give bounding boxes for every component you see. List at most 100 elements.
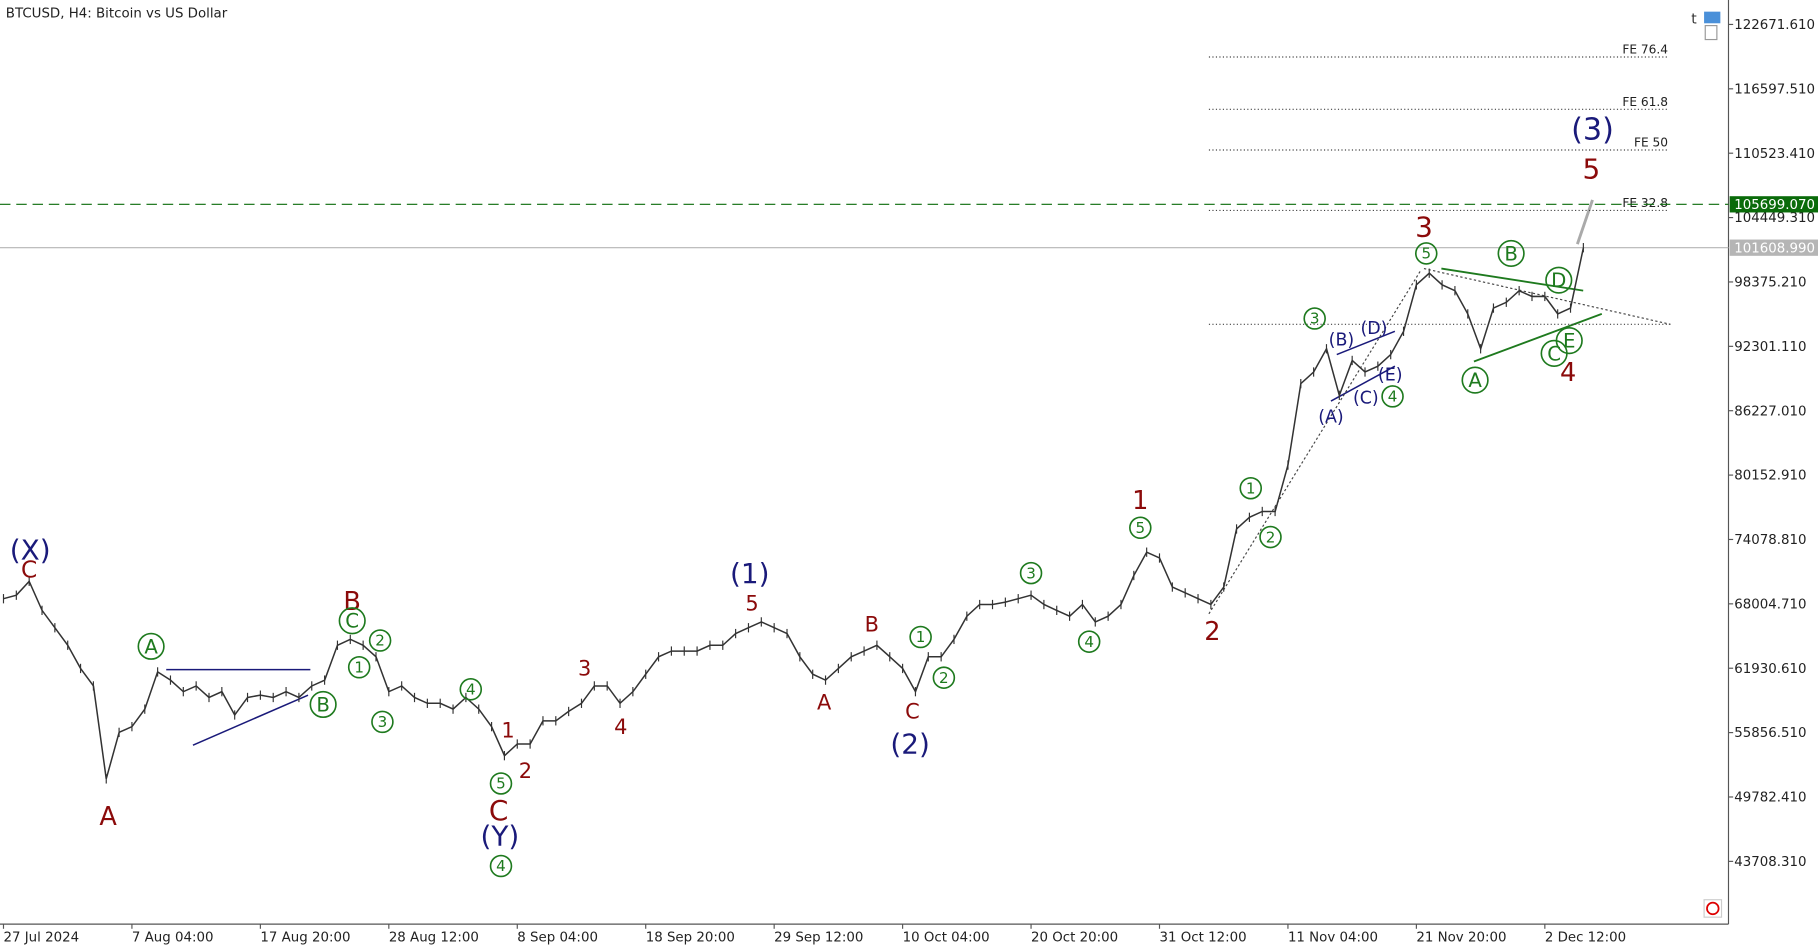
trend-line xyxy=(1208,270,1421,615)
wave-circle xyxy=(1239,476,1263,500)
wave-circle xyxy=(932,666,956,689)
wave-label: 5 xyxy=(1582,152,1600,185)
icon-t[interactable]: t xyxy=(1691,11,1697,27)
wave-circle xyxy=(1414,242,1438,265)
wave-label: (D) xyxy=(1360,319,1387,339)
wave-label: 5 xyxy=(1421,245,1431,263)
wave-circle xyxy=(1303,307,1326,330)
wave-label: 2 xyxy=(939,669,949,687)
y-tick-label: 43708.310 xyxy=(1734,855,1806,870)
fib-label: FE 76.4 xyxy=(1622,43,1668,57)
price-label: 101608.990 xyxy=(1734,241,1815,256)
wave-label: 2 xyxy=(519,759,532,783)
fib-label: FE 50 xyxy=(1634,136,1668,150)
x-tick-label: 17 Aug 20:00 xyxy=(260,931,350,946)
wave-label: (C) xyxy=(1353,389,1379,409)
x-tick-label: 11 Nov 04:00 xyxy=(1288,931,1378,946)
price-label-box xyxy=(1729,196,1818,213)
wave-label: (X) xyxy=(10,534,51,567)
wave-circle xyxy=(371,710,394,734)
wave-label: 4 xyxy=(466,681,476,699)
wave-label: (1) xyxy=(730,557,770,590)
wave-label: A xyxy=(1468,369,1482,392)
wave-label: 2 xyxy=(1204,617,1220,647)
y-tick-label: 61930.610 xyxy=(1734,662,1806,677)
chart-title: BTCUSD, H4: Bitcoin vs US Dollar xyxy=(6,6,228,21)
wave-circle xyxy=(1545,266,1573,294)
wave-label: 2 xyxy=(1266,528,1276,546)
x-tick-label: 31 Oct 12:00 xyxy=(1159,931,1246,946)
y-tick-label: 49782.410 xyxy=(1734,791,1806,806)
wave-label: 5 xyxy=(745,592,758,616)
y-tick-label: 104449.310 xyxy=(1734,211,1815,226)
projection-arrow xyxy=(1576,199,1594,245)
wave-circle xyxy=(1461,366,1489,394)
wave-label: 3 xyxy=(1310,310,1320,328)
wave-label: 1 xyxy=(354,658,364,676)
wave-label: 5 xyxy=(496,775,506,793)
wave-circle xyxy=(909,625,932,649)
wave-circle xyxy=(368,629,392,652)
x-tick-label: 29 Sep 12:00 xyxy=(774,931,863,946)
x-tick-label: 18 Sep 20:00 xyxy=(646,931,735,946)
wave-circle xyxy=(459,678,483,701)
wave-label: C xyxy=(1547,342,1561,365)
x-tick-label: 7 Aug 04:00 xyxy=(132,931,214,946)
wave-circle xyxy=(1019,561,1043,585)
icon-cap[interactable] xyxy=(1704,11,1721,24)
y-tick-label: 122671.610 xyxy=(1734,18,1815,33)
trend-line xyxy=(192,694,309,746)
wave-label: 4 xyxy=(614,715,627,739)
wave-label: (2) xyxy=(890,728,930,761)
wave-label: E xyxy=(1563,330,1575,353)
wave-circle xyxy=(309,690,337,719)
wave-label: 1 xyxy=(501,718,514,742)
wave-label: A xyxy=(817,690,832,714)
wave-label: 4 xyxy=(1560,358,1576,388)
icon-doc[interactable] xyxy=(1704,25,1718,41)
wave-label: B xyxy=(316,693,330,716)
x-tick-label: 2 Dec 12:00 xyxy=(1545,931,1626,946)
wave-label: 2 xyxy=(375,632,385,650)
wave-label: C xyxy=(905,700,920,724)
wave-circle xyxy=(347,655,371,679)
wave-label: A xyxy=(99,802,117,832)
y-tick-label: 68004.710 xyxy=(1734,597,1806,612)
wave-label: 3 xyxy=(1026,564,1036,582)
wave-label: 3 xyxy=(378,713,388,731)
wave-label: 3 xyxy=(578,657,591,681)
price-label: 105699.070 xyxy=(1734,198,1815,213)
trend-line xyxy=(1423,267,1671,325)
wave-label: 3 xyxy=(1415,210,1433,243)
wave-label: 4 xyxy=(1388,388,1398,406)
wave-circle xyxy=(1555,327,1583,355)
wave-circle xyxy=(489,772,513,795)
y-tick-label: 80152.910 xyxy=(1734,469,1806,484)
wave-circle xyxy=(489,854,513,878)
wave-label: 1 xyxy=(916,628,926,646)
drawings xyxy=(166,199,1671,746)
trend-line xyxy=(1330,365,1396,402)
fib-label: FE 61.8 xyxy=(1622,95,1668,109)
wave-label: B xyxy=(1504,242,1518,265)
wave-label: 4 xyxy=(1084,633,1094,651)
wave-label: C xyxy=(21,557,37,584)
wave-label: 1 xyxy=(1132,486,1148,516)
trend-line xyxy=(1336,330,1396,356)
wave-label: C xyxy=(345,610,359,633)
wave-label: C xyxy=(489,794,508,827)
wave-label: 1 xyxy=(1246,479,1256,497)
y-tick-label: 116597.510 xyxy=(1734,82,1815,97)
y-tick-label: 92301.110 xyxy=(1734,340,1806,355)
wave-label: (A) xyxy=(1318,407,1344,427)
wave-label: 5 xyxy=(1136,519,1146,537)
x-tick-label: 21 Nov 20:00 xyxy=(1416,931,1506,946)
wave-label: 4 xyxy=(496,857,506,875)
x-tick-label: 20 Oct 20:00 xyxy=(1031,931,1118,946)
wave-circle xyxy=(137,632,165,660)
y-tick-label: 86227.010 xyxy=(1734,404,1806,419)
x-tick-label: 10 Oct 04:00 xyxy=(903,931,990,946)
wave-label: (3) xyxy=(1571,113,1614,148)
